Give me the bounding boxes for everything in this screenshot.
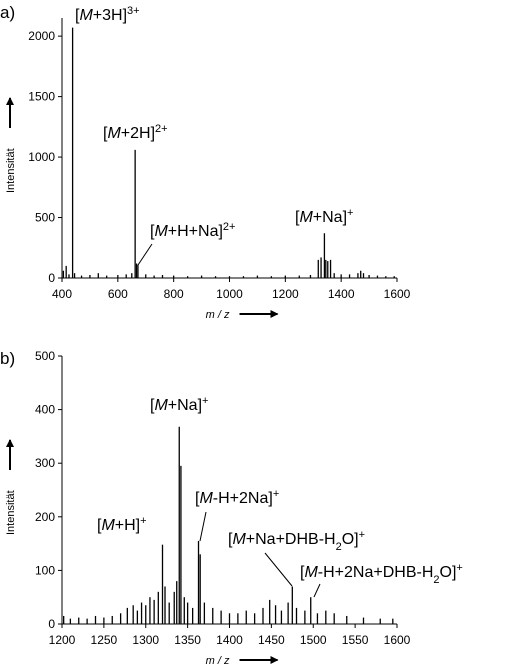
x-tick-label: 1600 <box>384 287 411 301</box>
annotation-part: M <box>154 397 168 414</box>
annotation-part: M <box>232 531 246 548</box>
leader-line <box>137 243 153 266</box>
annotation-part: + <box>359 529 365 541</box>
annotation-part: +H+Na] <box>168 223 223 240</box>
annotation-part: -H+2Na+DHB-H <box>318 564 434 581</box>
x-tick-label: 800 <box>164 287 184 301</box>
annotation-part: M <box>199 490 213 507</box>
annotation-part: M <box>101 517 115 534</box>
annotation-part: 2 <box>433 574 439 586</box>
annotation-part: [ <box>103 125 108 142</box>
annotation-part: 3+ <box>127 5 140 17</box>
annotation-part: O] <box>440 564 457 581</box>
annotation-part: M <box>107 125 121 142</box>
annotation-part: +Na+DHB-H <box>246 531 336 548</box>
annotation: [M+Na+DHB-H2O]+ <box>228 529 365 553</box>
y-tick-label: 0 <box>48 617 55 631</box>
annotation-part: +Na] <box>313 209 347 226</box>
annotation-part: +2H] <box>121 125 155 142</box>
annotation-part: [ <box>150 223 155 240</box>
annotation: [M-H+2Na]+ <box>195 488 279 507</box>
x-tick-label: 1500 <box>300 633 327 647</box>
x-tick-label: 1350 <box>174 633 201 647</box>
annotation: [M+Na]+ <box>150 395 208 414</box>
x-tick-label: 1550 <box>342 633 369 647</box>
y-tick-label: 2000 <box>28 29 55 43</box>
annotation-part: [ <box>228 531 233 548</box>
annotation-part: + <box>273 488 279 500</box>
annotation-part: M <box>79 7 93 24</box>
y-tick-label: 1500 <box>28 90 55 104</box>
panel-label: b) <box>0 349 15 368</box>
annotation-part: +3H] <box>93 7 127 24</box>
leader-line <box>264 552 293 587</box>
x-tick-label: 1400 <box>216 633 243 647</box>
annotation-part: +H] <box>115 517 140 534</box>
annotation: [M+H]+ <box>97 515 147 534</box>
x-tick-label: 600 <box>108 287 128 301</box>
x-tick-label: 1450 <box>258 633 285 647</box>
x-axis-label: m / z <box>206 309 230 321</box>
annotation-part: [ <box>150 397 155 414</box>
panel-label: a) <box>0 3 15 22</box>
annotation-part: + <box>347 207 353 219</box>
y-tick-label: 400 <box>35 403 55 417</box>
annotation: [M+3H]3+ <box>75 5 140 24</box>
y-tick-label: 500 <box>35 349 55 363</box>
x-tick-label: 1400 <box>328 287 355 301</box>
y-tick-label: 200 <box>35 510 55 524</box>
annotation-part: 2+ <box>223 221 236 233</box>
annotation-part: 2+ <box>155 123 168 135</box>
y-tick-label: 100 <box>35 563 55 577</box>
annotation-part: -H+2Na] <box>213 490 273 507</box>
x-tick-label: 1200 <box>49 633 76 647</box>
x-axis-label: m / z <box>206 655 230 666</box>
annotation-part: + <box>202 395 208 407</box>
annotation: [M+Na]+ <box>295 207 353 226</box>
annotation-part: M <box>299 209 313 226</box>
annotation-part: 2 <box>336 541 342 553</box>
annotation: [M+2H]2+ <box>103 123 168 142</box>
x-tick-label: 1250 <box>91 633 118 647</box>
annotation-part: + <box>140 515 146 527</box>
annotation-part: +Na] <box>168 397 202 414</box>
annotation-part: [ <box>300 564 305 581</box>
annotation-part: [ <box>75 7 80 24</box>
annotation-part: [ <box>195 490 200 507</box>
annotation-part: M <box>154 223 168 240</box>
y-axis-label: Intensität <box>5 490 17 535</box>
leader-line <box>199 511 207 542</box>
x-tick-label: 1600 <box>384 633 411 647</box>
annotation-part: [ <box>295 209 300 226</box>
x-tick-label: 1200 <box>272 287 299 301</box>
y-tick-label: 0 <box>48 271 55 285</box>
leader-line <box>313 583 321 598</box>
annotation-part: + <box>456 562 462 574</box>
y-tick-label: 500 <box>35 211 55 225</box>
annotation-part: M <box>304 564 318 581</box>
annotation-part: [ <box>97 517 102 534</box>
annotation: [M+H+Na]2+ <box>150 221 235 240</box>
x-tick-label: 1000 <box>216 287 243 301</box>
annotation: [M-H+2Na+DHB-H2O]+ <box>300 562 463 586</box>
x-tick-label: 400 <box>52 287 72 301</box>
x-tick-label: 1300 <box>132 633 159 647</box>
annotation-part: O] <box>342 531 359 548</box>
y-tick-label: 1000 <box>28 150 55 164</box>
y-axis-label: Intensität <box>5 148 17 193</box>
y-tick-label: 300 <box>35 456 55 470</box>
